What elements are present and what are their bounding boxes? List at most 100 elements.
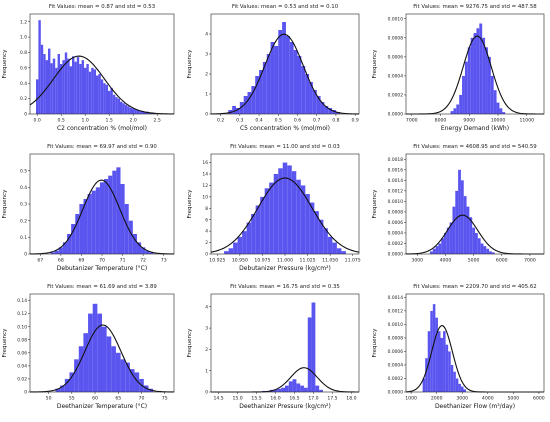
y-tick-label: 0.10	[17, 324, 27, 330]
histogram-bar	[425, 358, 428, 392]
chart-title: Fit Values: mean = 11.00 and std = 0.03	[230, 144, 340, 150]
histogram-bar	[62, 60, 65, 114]
histogram-bar	[462, 75, 465, 114]
histogram-bar	[129, 107, 132, 114]
x-tick-label: 5000	[468, 258, 480, 264]
chart-title: Fit Values: mean = 61.69 and std = 3.89	[47, 284, 157, 290]
histogram-bar	[491, 252, 495, 254]
histogram-bar	[60, 385, 65, 392]
histogram-bar	[309, 202, 315, 254]
histogram-bar	[311, 302, 316, 392]
y-tick-label: 0.0012	[388, 188, 404, 194]
histogram-bar	[441, 238, 445, 254]
histogram-bar	[312, 90, 317, 114]
y-tick-label: 0.0002	[388, 241, 404, 247]
y-tick-label: 2	[205, 347, 208, 353]
histogram-bar	[281, 387, 285, 392]
x-tick-label: 68	[58, 258, 64, 264]
x-axis-label: Debutanizer Pressure (kg/cm²)	[239, 265, 331, 272]
histogram-bar	[278, 168, 283, 254]
histogram-bar	[57, 54, 60, 114]
histogram-bar	[69, 66, 72, 114]
histogram-deethanizer-temperature: Fit Values: mean = 61.69 and std = 3.89 5…	[0, 280, 180, 418]
y-tick-label: 0.0016	[388, 167, 404, 173]
histogram-bar	[445, 344, 449, 392]
histogram-bar	[232, 106, 236, 114]
histogram-bar	[120, 359, 126, 392]
chart-title: Fit Values: mean = 4608.95 and std = 540…	[413, 144, 537, 150]
y-tick-label: 14	[202, 172, 208, 178]
histogram-bar	[36, 79, 39, 114]
histogram-deethanizer-pressure: Fit Values: mean = 16.75 and std = 0.35 1…	[185, 280, 365, 418]
histogram-bar	[466, 206, 470, 254]
histogram-bar	[100, 79, 104, 114]
histogram-bar	[296, 383, 301, 392]
histogram-bar	[259, 70, 263, 114]
histogram-bar	[291, 171, 297, 254]
y-tick-label: 0.0014	[388, 295, 404, 301]
histogram-bar	[71, 224, 76, 254]
histogram-bar	[48, 48, 51, 114]
x-tick-label: 4000	[482, 396, 494, 402]
x-tick-label: 72	[140, 258, 146, 264]
histogram-bar	[120, 184, 125, 254]
histogram-bar	[341, 251, 346, 254]
histogram-bar	[452, 206, 456, 254]
x-tick-label: 2000	[431, 396, 443, 402]
x-tick-label: 11000	[519, 118, 534, 124]
histogram-bar	[38, 20, 41, 114]
histogram-bar	[64, 52, 68, 114]
histogram-bar	[102, 326, 107, 392]
histogram-bar	[301, 66, 306, 114]
y-tick-label: 0.2	[20, 218, 27, 224]
histogram-bar	[124, 204, 129, 254]
histogram-bar	[76, 57, 80, 114]
y-tick-label: 0.0014	[388, 178, 404, 184]
x-tick-label: 2.5	[154, 118, 161, 124]
x-axis-label: C5 concentration % (mol/mol)	[240, 125, 330, 132]
x-tick-label: 6000	[533, 396, 545, 402]
x-tick-label: 0.3	[236, 118, 243, 124]
chart-title: Fit Values: mean = 2209.70 and std = 405…	[413, 284, 536, 290]
y-axis-label: Frequency	[372, 49, 378, 79]
x-tick-label: 15.5	[251, 396, 261, 402]
x-tick-label: 65	[115, 396, 121, 402]
histogram-bar	[458, 383, 461, 392]
histogram-bar	[255, 76, 260, 114]
x-tick-label: 9000	[463, 118, 475, 124]
histogram-bar	[297, 56, 302, 114]
histogram-bar	[453, 371, 456, 392]
chart-svg: Fit Values: mean = 11.00 and std = 0.03 1…	[187, 144, 361, 272]
histogram-bar	[54, 250, 59, 254]
fit-curve	[210, 33, 360, 115]
histogram-bar	[315, 385, 320, 392]
histogram-bar	[83, 333, 89, 392]
x-axis-label: C2 concentration % (mol/mol)	[57, 125, 147, 132]
x-tick-label: 10.975	[254, 258, 270, 264]
histogram-bar	[476, 28, 480, 115]
histogram-bar	[136, 110, 140, 114]
histogram-bar	[437, 331, 441, 392]
histogram-bar	[97, 313, 102, 392]
chart-svg: Fit Values: mean = 9276.75 and std = 487…	[372, 4, 545, 132]
histogram-bar	[307, 317, 312, 392]
x-tick-label: 69	[78, 258, 84, 264]
x-tick-label: 0.6	[294, 118, 301, 124]
histogram-c5-concentration: Fit Values: mean = 0.53 and std = 0.10 0.…	[185, 0, 365, 140]
histogram-bar	[455, 190, 459, 254]
histogram-bar	[470, 37, 474, 114]
histogram-bar	[251, 214, 256, 254]
histogram-bar	[60, 64, 63, 114]
histogram-bar	[106, 336, 112, 392]
x-tick-label: 4000	[440, 258, 452, 264]
y-tick-label: 0.0004	[388, 74, 404, 80]
histogram-bar	[316, 96, 321, 114]
histogram-bar	[260, 196, 265, 254]
histogram-bar	[52, 58, 56, 114]
x-tick-label: 11.025	[300, 258, 316, 264]
histogram-bar	[477, 238, 481, 254]
x-tick-label: 75	[162, 396, 168, 402]
histogram-bar	[300, 185, 306, 254]
histogram-bar	[95, 187, 100, 254]
chart-svg: Fit Values: mean = 2209.70 and std = 405…	[372, 284, 545, 410]
